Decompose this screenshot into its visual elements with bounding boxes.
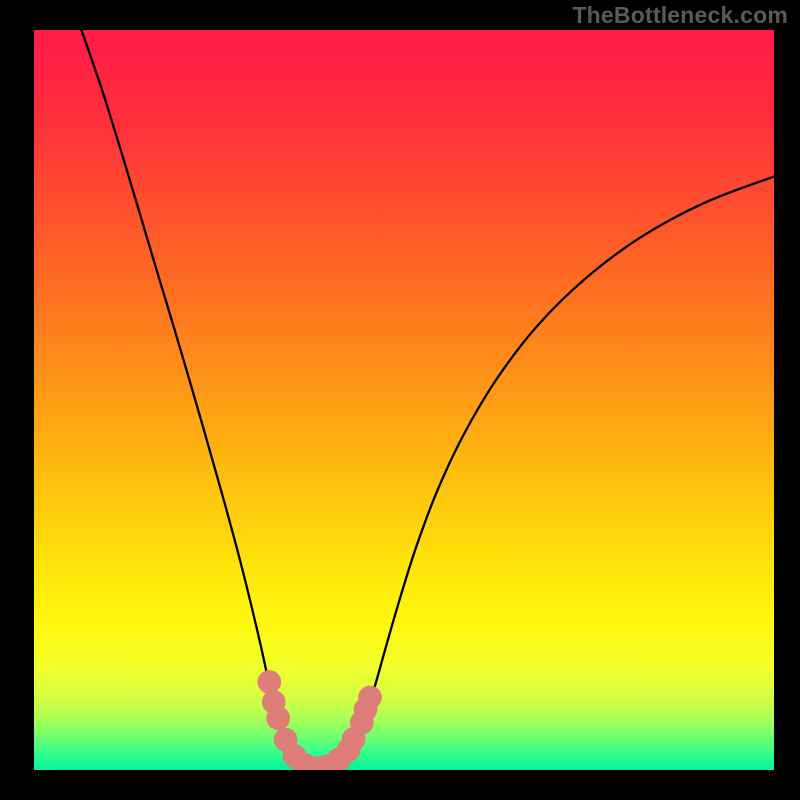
data-marker: [262, 690, 286, 714]
gradient-background: [34, 30, 774, 770]
data-marker: [257, 670, 281, 694]
plot-svg: [34, 30, 774, 770]
chart-container: TheBottleneck.com: [0, 0, 800, 800]
data-marker: [354, 697, 378, 721]
data-marker: [342, 727, 366, 751]
watermark-text: TheBottleneck.com: [572, 2, 788, 29]
plot-area: [34, 30, 774, 770]
